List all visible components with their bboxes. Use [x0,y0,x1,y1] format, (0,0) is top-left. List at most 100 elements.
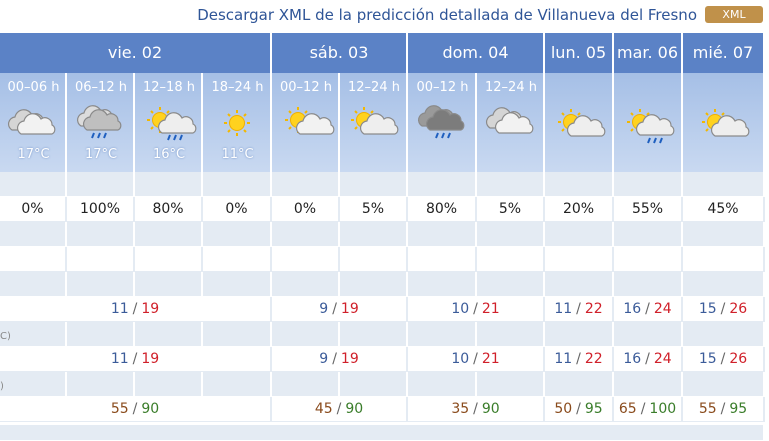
precip-cell: 5% [477,197,545,222]
temperature-min: 16 [623,301,642,317]
day-header: sáb. 03 [272,33,408,73]
separator: / [645,351,650,367]
separator: / [332,351,337,367]
period-label: 00–12 h [416,80,469,95]
icon-sun [223,109,251,137]
precip-cell: 5% [340,197,408,222]
feels-like: 9/19 [272,347,408,372]
feels-like-min: 11 [554,351,573,367]
empty-cell [203,272,272,297]
empty-cell [614,322,683,347]
period-temp: 11°C [221,147,254,162]
feels-like-max: 22 [584,351,603,367]
empty-cell [545,247,614,272]
empty-cell [0,372,67,397]
row-label: C) [0,331,11,342]
empty-cell [135,322,203,347]
empty-cell [0,247,67,272]
humidity-max: 100 [649,401,677,417]
feels-like-max: 19 [340,351,359,367]
separator: / [132,351,138,367]
humidity-max: 95 [729,401,748,417]
empty-cell [340,172,408,197]
icon-sun-rain [626,108,675,144]
empty-cell [408,172,477,197]
separator: / [473,401,478,417]
empty-cell [67,272,135,297]
empty-cell [0,222,67,247]
empty-cell [0,272,67,297]
temperature: 15/26 [683,297,765,322]
precip-cell: 20% [545,197,614,222]
humidity-min: 50 [554,401,573,417]
separator: / [720,351,726,367]
empty-cell [408,247,477,272]
xml-button[interactable]: XML [705,6,763,23]
separator: / [576,301,581,317]
separator: / [473,301,478,317]
temperature-max: 26 [729,301,748,317]
empty-cell [683,322,765,347]
period-label: 12–24 h [348,80,400,95]
humidity: 55/90 [0,397,272,422]
separator: / [576,401,581,417]
icon-sun-cloud [557,108,606,137]
humidity-min: 55 [698,401,717,417]
empty-cell [683,372,765,397]
period-temp: 17°C [17,147,50,162]
empty-cell [272,222,340,247]
empty-cell [203,322,272,347]
temperature: 11/19 [0,297,272,322]
humidity-max: 95 [584,401,603,417]
icon-rain [417,105,465,139]
empty-cell [477,172,545,197]
separator: / [332,301,337,317]
empty-cell [683,222,765,247]
empty-cell [272,372,340,397]
feels-like-max: 21 [481,351,500,367]
empty-cell [203,222,272,247]
feels-like-min: 15 [698,351,717,367]
empty-cell [272,322,340,347]
empty-cell [340,247,408,272]
separator: / [720,401,726,417]
empty-cell [408,222,477,247]
empty-cell [408,272,477,297]
humidity-max: 90 [345,401,364,417]
icon-cloudy [485,107,534,134]
humidity-max: 90 [141,401,160,417]
feels-like: 11/19 [0,347,272,372]
day-header: vie. 02 [0,33,272,73]
temperature-min: 11 [110,301,129,317]
empty-cell [340,272,408,297]
row-label: ) [0,381,4,392]
period-label: 00–06 h [7,80,60,95]
icon-sun-rain [146,106,197,141]
separator: / [132,301,138,317]
empty-cell [67,322,135,347]
empty-cell [545,322,614,347]
humidity-min: 65 [618,401,637,417]
period-temp: 17°C [84,147,118,162]
separator: / [336,401,342,417]
temperature-min: 15 [698,301,717,317]
humidity: 55/95 [683,397,765,422]
empty-cell [545,372,614,397]
empty-cell [340,322,408,347]
separator: / [640,401,646,417]
temperature-min: 11 [554,301,573,317]
humidity: 35/90 [408,397,545,422]
humidity-min: 55 [110,401,129,417]
separator: / [576,351,581,367]
empty-cell [67,222,135,247]
xml-link[interactable]: Descargar XML de la predicción detallada… [197,6,697,24]
humidity-min: 35 [451,401,470,417]
icon-sun-cloud [350,106,399,135]
feels-like-min: 11 [110,351,129,367]
empty-cell [67,372,135,397]
empty-cell [477,372,545,397]
empty-cell [203,372,272,397]
feels-like-max: 24 [653,351,672,367]
